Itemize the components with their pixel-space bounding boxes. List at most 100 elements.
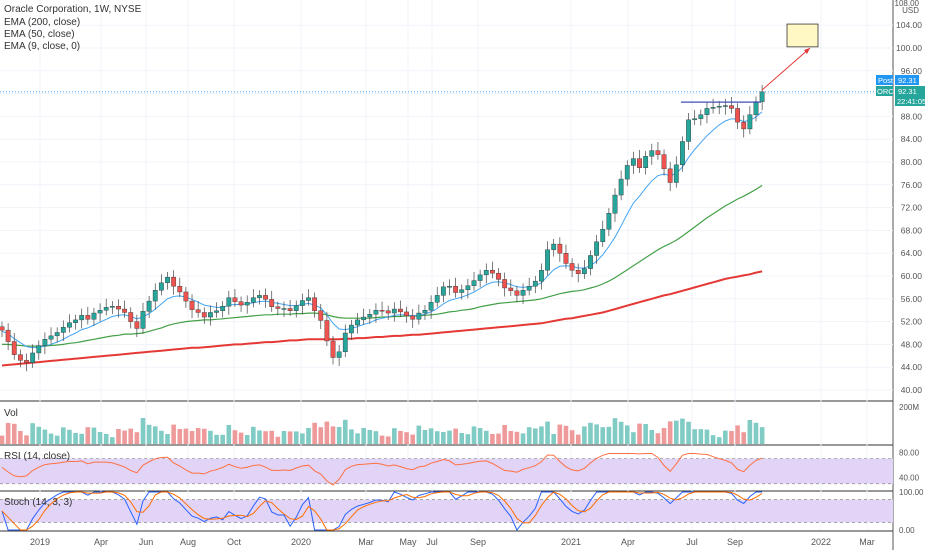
volume-bar <box>379 435 385 444</box>
volume-bar <box>373 431 379 444</box>
candle-body <box>232 297 238 302</box>
candle-body <box>496 272 501 280</box>
time-tick-label: Jul <box>426 537 438 547</box>
price-tick-label: 84.00 <box>901 134 923 144</box>
time-tick-label: Jun <box>139 537 154 547</box>
time-tick-label: May <box>399 537 417 547</box>
volume-bar <box>146 424 152 444</box>
volume-bar <box>545 421 550 444</box>
volume-bar <box>263 431 268 444</box>
time-tick-label: Apr <box>621 537 635 547</box>
candle-body <box>361 316 367 321</box>
time-tick-label: 2021 <box>561 537 581 547</box>
candle-body <box>17 354 23 361</box>
volume-bar <box>67 429 72 444</box>
volume-bar <box>496 433 501 444</box>
candle-body <box>759 91 765 102</box>
target-arrow <box>761 47 811 91</box>
candle-body <box>477 274 483 281</box>
volume-bar <box>165 434 170 444</box>
legend-ema50[interactable]: EMA (50, close) <box>4 29 75 40</box>
candle-body <box>355 319 360 326</box>
legend-ema200[interactable]: EMA (200, close) <box>4 17 81 28</box>
candle-body <box>109 306 115 308</box>
volume-bar <box>465 434 471 444</box>
volume-bar <box>569 430 575 444</box>
candle-body <box>250 297 256 303</box>
volume-bar <box>361 428 366 444</box>
time-axis[interactable]: 2019 Apr Jun Aug Oct 2020 Mar May Jul Sep 2021 Apr J… <box>30 537 875 547</box>
volume-bar <box>355 433 360 444</box>
volume-bar <box>367 430 373 444</box>
volume-axis-label: 200M <box>899 403 919 412</box>
volume-bar <box>741 432 747 444</box>
candle-body <box>722 105 728 107</box>
price-tick-label: 40.00 <box>901 385 923 395</box>
candle-body <box>238 301 244 306</box>
volume-bar <box>11 423 17 444</box>
volume-bar <box>441 432 446 444</box>
volume-bar <box>300 433 305 444</box>
volume-bar <box>575 434 581 444</box>
candle-body <box>410 315 416 320</box>
stoch-k-line <box>1 491 763 531</box>
candle-body <box>244 302 250 306</box>
stoch-pane[interactable] <box>0 491 893 531</box>
volume-bar <box>563 425 569 444</box>
candle-body <box>710 107 716 109</box>
candle-body <box>514 290 520 296</box>
candle-body <box>404 311 409 317</box>
rsi-pane[interactable] <box>0 453 893 486</box>
volume-bar <box>557 424 563 444</box>
target-arrow-head <box>804 48 810 54</box>
volume-bar <box>600 427 606 444</box>
volume-bar <box>398 431 403 444</box>
candle-body <box>465 285 471 290</box>
volume-bar <box>710 435 716 444</box>
candle-body <box>471 280 477 286</box>
candle-body <box>171 276 177 287</box>
volume-pane[interactable] <box>0 418 765 444</box>
candle-body <box>42 339 48 346</box>
symbol-tag-bg <box>876 86 893 96</box>
candle-body <box>336 351 342 358</box>
volume-bar <box>214 434 219 444</box>
volume-bar <box>674 420 679 444</box>
volume-bar <box>594 424 599 444</box>
volume-bar <box>428 428 434 444</box>
candle-body <box>520 290 526 296</box>
candle-body <box>655 150 661 155</box>
volume-bar <box>624 425 630 444</box>
candle-body <box>299 300 305 306</box>
price-axis[interactable]: 104.00100.0096.0092.0088.0084.0080.0076.… <box>876 0 926 535</box>
volume-bar <box>698 429 704 444</box>
rsi-band <box>0 458 893 484</box>
price-pane[interactable] <box>0 23 893 372</box>
rsi-line <box>1 453 763 486</box>
candle-body <box>306 297 311 301</box>
target-box <box>786 23 819 48</box>
rsi-label: RSI (14, close) <box>4 451 71 462</box>
candle-body <box>447 286 452 288</box>
candle-body <box>747 114 753 130</box>
volume-bar <box>5 423 11 444</box>
volume-bar <box>582 426 587 444</box>
time-tick-label: Sep <box>470 537 486 547</box>
volume-bar <box>128 428 134 444</box>
rsi-tick-label: 80.00 <box>899 448 920 457</box>
candle-body <box>453 286 459 293</box>
candle-body <box>508 287 514 292</box>
volume-bar <box>680 418 685 444</box>
volume-bar <box>723 430 728 444</box>
candle-body <box>526 286 532 291</box>
volume-bar <box>36 426 42 444</box>
price-tick-label: 88.00 <box>901 111 923 121</box>
candle-body <box>79 315 85 321</box>
stoch-d-line <box>1 491 763 531</box>
candle-body <box>195 309 201 313</box>
candle-body <box>183 291 189 302</box>
candle-body <box>263 295 268 300</box>
legend-ema9[interactable]: EMA (9, close, 0) <box>4 41 81 52</box>
candle-body <box>134 321 140 329</box>
